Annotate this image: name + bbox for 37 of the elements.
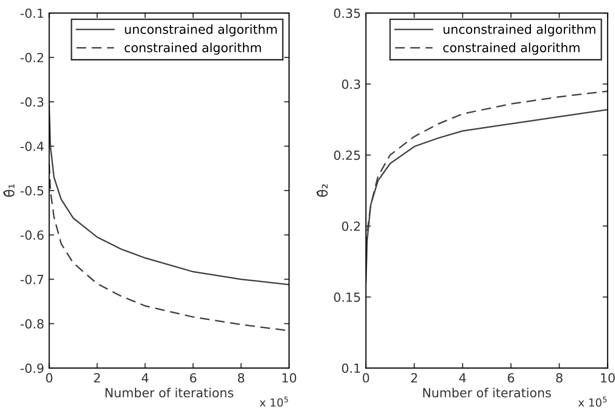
x-tick-label: 6 [508,373,514,383]
y-tick-label: 0.2 [342,222,360,231]
y-tick-label: 0.35 [334,8,360,18]
y-axis-title: θ̂₁ [3,184,14,197]
y-tick-label: 0.1 [342,363,360,373]
legend-label: constrained algorithm [124,42,261,55]
y-tick-label: -0.7 [20,274,44,284]
x-tick-label: 0 [362,373,370,383]
x-tick-label: 8 [238,373,244,383]
y-tick-label: 0.25 [334,150,360,160]
y-tick-label: -0.5 [20,186,44,196]
x-axis-title: Number of iterations [106,388,234,398]
x-axis-title: Number of iterations [423,388,551,398]
y-tick-label: -0.1 [20,8,44,18]
y-tick-label: 0.3 [342,80,360,89]
legend-label: unconstrained algorithm [125,24,277,36]
x-tick-label: 4 [142,373,148,382]
text: x 10$^{5}$ [578,396,607,407]
y-tick-label: -0.4 [20,142,44,152]
y-tick-label: 0.15 [334,292,360,302]
legend-label: constrained algorithm [443,42,580,55]
x-tick-label: 10 [282,373,296,383]
x-tick-label: 0 [46,373,52,383]
x-tick-label: 2 [411,373,417,382]
x-tick-label: 6 [190,373,196,383]
y-tick-label: -0.9 [20,363,44,373]
y-tick-label: -0.8 [20,319,44,329]
y-tick-label: -0.6 [20,230,44,240]
x-tick-label: 2 [94,373,100,382]
legend-label: unconstrained algorithm [444,24,596,36]
y-tick-label: -0.3 [20,97,44,107]
x-tick-label: 10 [601,373,615,383]
y-axis-title: θ̂₂ [316,184,328,197]
text: x 10$^{5}$ [260,396,288,407]
x-tick-label: 4 [459,373,466,382]
y-tick-label: -0.2 [20,52,44,62]
x-tick-label: 8 [556,373,562,383]
